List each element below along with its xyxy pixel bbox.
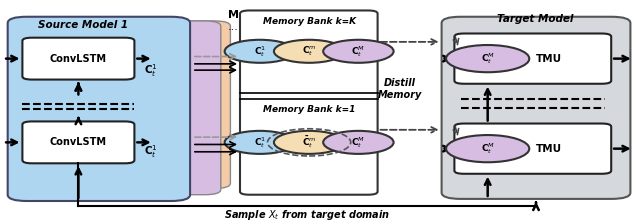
Text: ...: ... — [228, 22, 239, 32]
FancyBboxPatch shape — [454, 123, 611, 174]
Circle shape — [225, 40, 295, 63]
Circle shape — [225, 131, 295, 154]
Text: Target Model: Target Model — [497, 14, 574, 24]
Text: $\mathbf{C}_t^1$: $\mathbf{C}_t^1$ — [144, 143, 157, 160]
Text: Distill
Memory: Distill Memory — [378, 78, 422, 100]
Circle shape — [274, 131, 344, 154]
Text: $\mathbf{C}_t^1$: $\mathbf{C}_t^1$ — [253, 135, 266, 150]
Text: M: M — [228, 10, 239, 20]
Text: $\mathbf{C}_t^m$: $\mathbf{C}_t^m$ — [302, 45, 316, 58]
Text: ConvLSTM: ConvLSTM — [50, 54, 107, 64]
Text: Memory Bank k=1: Memory Bank k=1 — [263, 105, 355, 114]
Circle shape — [446, 135, 529, 162]
Circle shape — [274, 40, 344, 63]
FancyBboxPatch shape — [102, 21, 221, 195]
FancyBboxPatch shape — [112, 21, 230, 188]
FancyBboxPatch shape — [22, 121, 134, 163]
Text: $\mathbf{C}_t^1$: $\mathbf{C}_t^1$ — [253, 44, 266, 59]
Text: $\mathbf{C}_t^M$: $\mathbf{C}_t^M$ — [481, 141, 495, 156]
Text: TMU: TMU — [536, 144, 562, 154]
Text: $\mathbf{\bar{C}}_t^m$: $\mathbf{\bar{C}}_t^m$ — [302, 135, 316, 150]
FancyBboxPatch shape — [8, 17, 190, 201]
Text: Source Model 1: Source Model 1 — [38, 20, 128, 30]
Text: Memory Bank k=K: Memory Bank k=K — [262, 18, 356, 26]
Text: $\mathbf{C}_t^1$: $\mathbf{C}_t^1$ — [144, 62, 157, 79]
Text: ConvLSTM: ConvLSTM — [50, 137, 107, 147]
Circle shape — [323, 131, 394, 154]
Text: TMU: TMU — [536, 54, 562, 64]
Text: $\mathbf{C}_t^M$: $\mathbf{C}_t^M$ — [481, 51, 495, 66]
FancyBboxPatch shape — [22, 38, 134, 79]
Text: $\mathbf{C}_t^M$: $\mathbf{C}_t^M$ — [351, 44, 365, 59]
FancyBboxPatch shape — [454, 34, 611, 84]
Text: $\mathbf{C}_t^M$: $\mathbf{C}_t^M$ — [351, 135, 365, 150]
FancyBboxPatch shape — [240, 10, 378, 195]
Text: Sample $X_t$ from target domain: Sample $X_t$ from target domain — [224, 208, 390, 222]
FancyBboxPatch shape — [442, 17, 630, 199]
Circle shape — [446, 45, 529, 72]
Circle shape — [323, 40, 394, 63]
